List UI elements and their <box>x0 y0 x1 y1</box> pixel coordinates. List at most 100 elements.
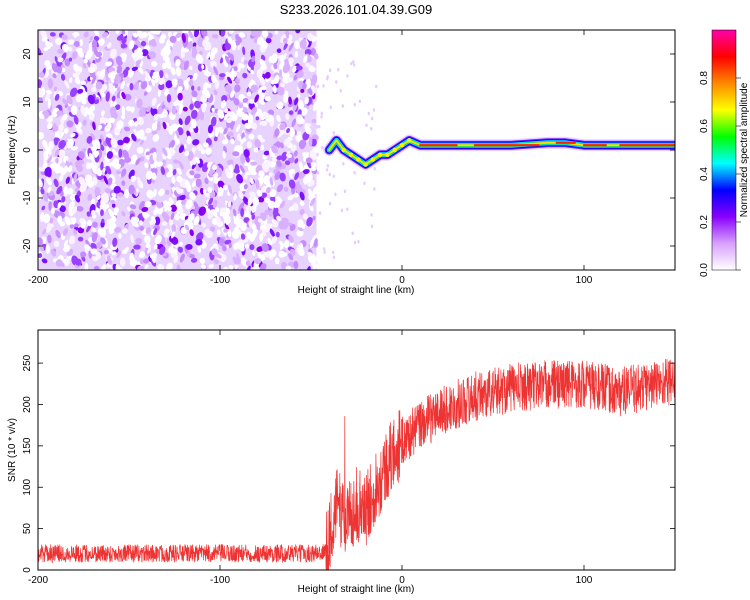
noise-speckle <box>116 250 122 259</box>
snr-x-tick-label: 0 <box>399 575 405 586</box>
noise-speckle <box>289 248 296 256</box>
noise-speckle <box>53 240 60 248</box>
noise-speckle <box>239 182 247 192</box>
noise-speckle <box>191 90 198 98</box>
noise-speckle <box>139 139 145 146</box>
spectrogram-y-tick-label: 0 <box>22 147 33 153</box>
noise-speckle <box>288 179 296 189</box>
noise-speckle <box>251 106 258 116</box>
noise-speckle <box>84 174 93 183</box>
noise-speckle <box>170 182 175 188</box>
noise-speckle <box>196 232 204 242</box>
noise-speckle <box>51 207 55 215</box>
noise-speckle <box>47 155 52 164</box>
noise-speckle <box>284 160 291 166</box>
noise-speckle <box>276 184 284 193</box>
noise-speckle <box>233 217 241 225</box>
noise-speckle <box>48 200 52 211</box>
noise-speckle <box>222 245 227 252</box>
noise-speckle <box>144 162 149 169</box>
noise-speckle <box>38 96 43 103</box>
noise-speckle <box>230 90 235 98</box>
noise-speckle <box>294 51 299 58</box>
noise-speckle <box>129 252 134 262</box>
noise-speckle <box>194 100 201 109</box>
noise-speckle <box>162 121 167 130</box>
noise-speckle <box>151 97 157 106</box>
noise-speckle <box>64 79 70 89</box>
noise-speckle <box>127 140 132 150</box>
noise-speckle <box>312 186 319 196</box>
noise-speckle <box>276 86 285 96</box>
noise-speckle <box>77 236 84 242</box>
noise-speckle <box>224 113 228 121</box>
noise-speckle <box>233 168 240 174</box>
noise-speckle <box>299 208 305 216</box>
noise-speckle <box>302 83 307 90</box>
noise-speckle <box>192 72 198 81</box>
noise-speckle <box>195 238 203 246</box>
noise-speckle <box>329 105 332 110</box>
noise-speckle <box>162 147 168 157</box>
noise-speckle <box>246 91 252 97</box>
noise-speckle <box>62 43 70 52</box>
noise-speckle <box>110 71 116 80</box>
noise-speckle <box>318 211 322 215</box>
noise-speckle <box>268 172 273 177</box>
noise-speckle <box>224 55 231 65</box>
noise-speckle <box>157 87 162 98</box>
noise-speckle <box>302 131 310 141</box>
noise-speckle <box>201 103 206 113</box>
noise-speckle <box>131 66 139 72</box>
noise-speckle <box>238 103 244 109</box>
noise-speckle <box>104 223 112 230</box>
noise-speckle <box>231 114 238 122</box>
noise-speckle <box>160 166 166 175</box>
noise-speckle <box>211 164 218 171</box>
noise-speckle <box>274 257 280 265</box>
noise-speckle <box>84 53 91 60</box>
snr-y-tick-label: 50 <box>22 523 33 535</box>
noise-speckle <box>230 138 235 145</box>
noise-speckle <box>209 226 216 233</box>
noise-speckle <box>108 117 116 124</box>
noise-speckle <box>154 216 161 226</box>
noise-speckle <box>254 94 259 103</box>
noise-speckle <box>256 246 264 253</box>
noise-speckle <box>316 84 320 89</box>
noise-speckle <box>44 93 50 102</box>
noise-speckle <box>172 168 177 176</box>
noise-speckle <box>110 48 117 59</box>
noise-speckle <box>370 224 374 229</box>
noise-speckle <box>74 31 79 38</box>
noise-speckle <box>152 71 160 78</box>
noise-speckle <box>100 193 108 202</box>
noise-speckle <box>309 238 314 249</box>
noise-speckle <box>109 85 115 95</box>
noise-speckle <box>298 117 305 125</box>
noise-speckle <box>144 235 151 244</box>
noise-speckle <box>252 224 257 235</box>
noise-speckle <box>298 139 307 150</box>
noise-speckle <box>55 157 59 164</box>
noise-speckle <box>178 104 183 115</box>
noise-speckle <box>93 35 100 42</box>
noise-speckle <box>64 58 71 67</box>
noise-speckle <box>175 200 183 209</box>
noise-speckle <box>168 125 174 135</box>
noise-speckle <box>325 168 329 172</box>
noise-speckle <box>285 31 289 39</box>
noise-speckle <box>147 247 152 254</box>
noise-speckle <box>170 204 177 212</box>
noise-speckle <box>106 42 112 49</box>
noise-speckle <box>299 39 307 50</box>
noise-speckle <box>95 139 101 150</box>
noise-speckle <box>175 58 181 67</box>
noise-speckle <box>309 179 315 186</box>
ridge-hot-point <box>363 162 368 167</box>
noise-speckle <box>169 147 174 157</box>
noise-speckle <box>296 229 304 237</box>
noise-speckle <box>260 77 266 86</box>
noise-speckle <box>123 126 131 132</box>
